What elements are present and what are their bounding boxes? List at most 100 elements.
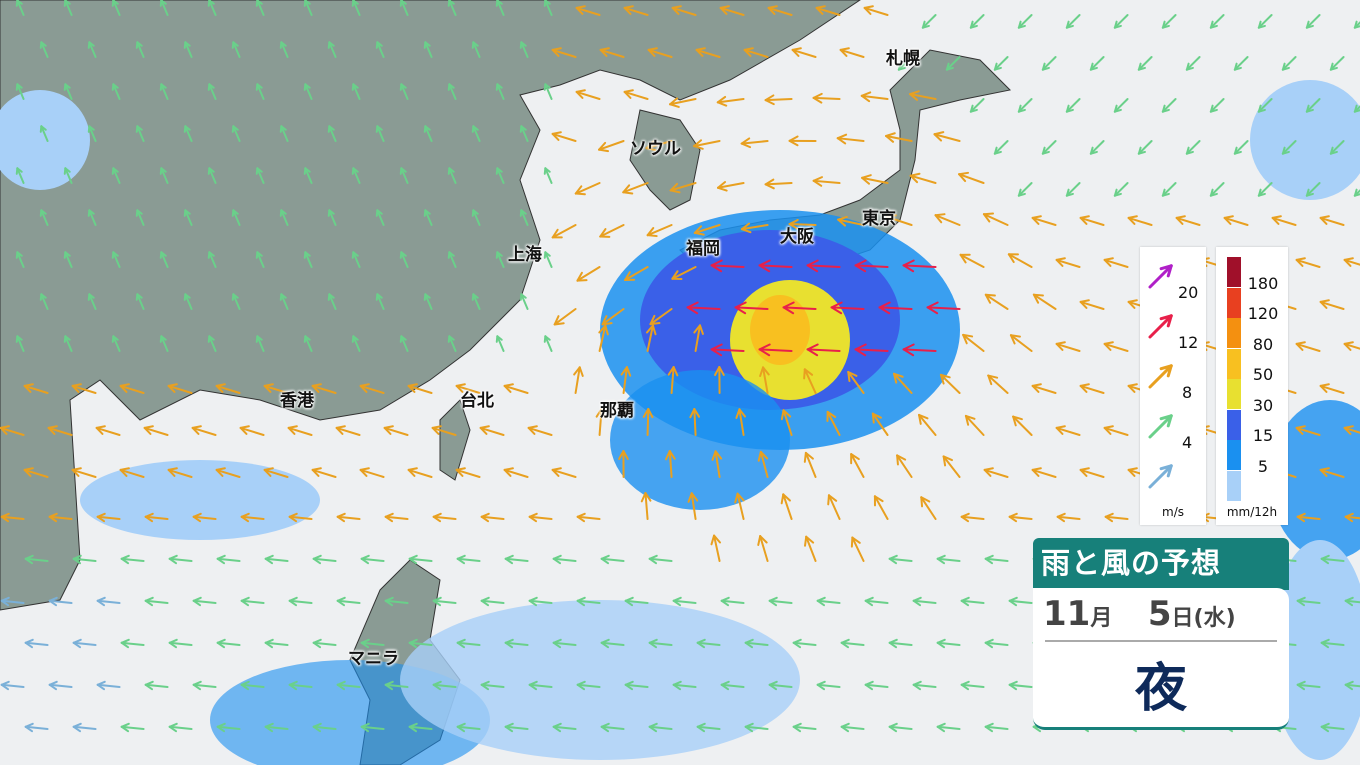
wind-arrow [696,638,721,649]
wind-arrow [983,467,1009,478]
wind-arrow [969,14,985,29]
wind-arrow [696,722,721,733]
wind-arrow [456,722,481,733]
city-label: 香港 [280,391,314,411]
wind-arrow [1148,414,1173,439]
wind-arrow [168,722,193,733]
wind-arrow [191,425,217,436]
wind-legend-arrows [1148,264,1173,489]
wind-arrow [1113,182,1129,197]
wind-arrow [551,467,577,478]
wind-arrow [15,0,25,16]
wind-arrow [423,41,433,58]
rain-legend-label: 180 [1247,274,1279,293]
wind-arrow [896,454,913,478]
wind-arrow [23,383,49,394]
wind-arrow [447,167,457,184]
wind-arrow [909,90,937,101]
wind-arrow [686,301,721,315]
wind-arrow [359,383,385,394]
wind-arrow [854,259,889,273]
wind-arrow [888,554,913,565]
wind-arrow [87,41,97,58]
wind-arrow [1319,383,1345,394]
wind-arrow [0,512,25,523]
wind-arrow [1017,98,1033,113]
rain-legend-label: 80 [1252,335,1274,354]
wind-arrow [1127,215,1153,226]
wind-arrow [648,722,673,733]
wind-arrow [279,41,289,58]
wind-arrow [1055,257,1081,268]
wind-arrow [826,410,841,436]
wind-arrow [735,408,747,436]
wind-arrow [408,638,433,649]
wind-arrow [936,722,961,733]
wind-arrow [936,638,961,649]
wind-arrow [24,638,49,649]
rain-areas [0,80,1360,765]
wind-arrow [335,425,361,436]
wind-arrow [183,41,193,58]
wind-arrow [984,722,1009,733]
wind-arrow [159,83,169,100]
wind-arrow [495,83,505,100]
rain-color-swatch [1227,318,1241,348]
wind-arrow [72,638,97,649]
city-label: 台北 [460,391,494,411]
wind-arrow [48,512,73,523]
wind-arrow [600,722,625,733]
city-label: マニラ [348,649,399,669]
wind-arrow [312,638,337,649]
wind-arrow [327,41,337,58]
wind-arrow [159,0,169,16]
wind-arrow [407,383,433,394]
wind-arrow [528,680,553,691]
wind-arrow [399,167,409,184]
wind-arrow [504,722,529,733]
wind-arrow [984,554,1009,565]
wind-arrow [519,125,529,142]
wind-arrow [447,83,457,100]
wind-arrow [1161,14,1177,29]
wind-arrow [720,596,745,607]
wind-arrow [964,414,985,436]
day-unit: 日 [1171,606,1194,631]
wind-arrow [806,343,841,357]
wind-arrow [933,131,961,142]
wind-arrow [135,293,145,310]
city-label: 大阪 [780,227,814,247]
wind-arrow [671,266,697,281]
weekday: (水) [1193,606,1236,631]
wind-arrow [351,335,361,352]
wind-arrow [543,335,553,352]
wind-arrow [647,47,673,58]
wind-arrow [384,680,409,691]
wind-arrow [648,638,673,649]
wind-arrow [231,209,241,226]
wind-arrow [503,467,529,478]
wind-arrow [504,638,529,649]
wind-arrow [407,467,433,478]
wind-arrow [423,125,433,142]
wind-arrow [1065,98,1081,113]
wind-arrow [551,224,577,239]
wind-arrow [168,638,193,649]
wind-arrow [764,94,793,106]
wind-arrow [1079,299,1105,310]
wind-arrow [1007,253,1033,268]
wind-arrow [623,5,649,16]
wind-arrow [576,266,601,282]
wind-arrow [288,680,313,691]
wind-arrow [1055,425,1081,436]
wind-arrow [689,408,701,436]
wind-arrow [575,89,601,100]
wind-arrow [960,680,985,691]
wind-arrow [710,343,745,357]
wind-arrow [645,140,673,152]
wind-arrow [503,383,529,394]
rain-color-swatch [1227,440,1241,470]
wind-arrow [288,596,313,607]
wind-arrow [288,512,313,523]
wind-arrow [902,259,937,273]
